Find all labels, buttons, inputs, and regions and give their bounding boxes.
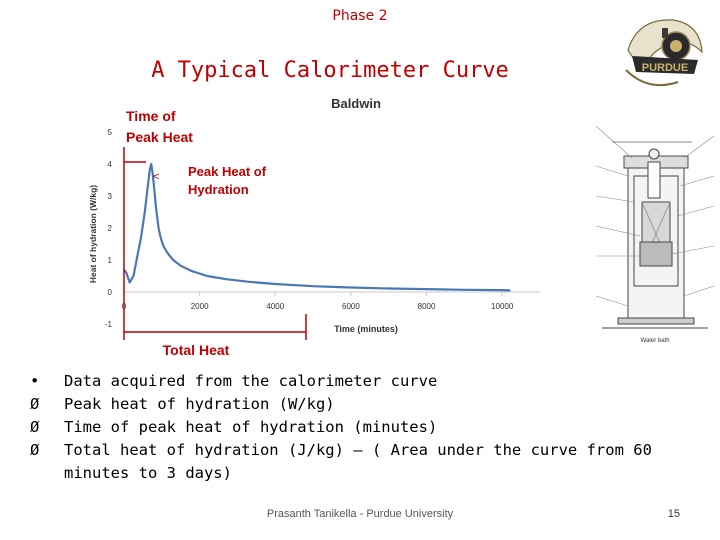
data-point: [128, 281, 131, 284]
page-number: 15: [667, 508, 680, 520]
bullet-list: • Data acquired from the calorimeter curv…: [30, 370, 680, 485]
data-point: [160, 238, 162, 241]
data-point: [312, 285, 314, 288]
slide-title: A Typical Calorimeter Curve: [151, 58, 509, 83]
data-point: [247, 280, 250, 283]
x-tick-label: 2000: [191, 302, 209, 311]
data-point: [143, 211, 146, 213]
data-point: [150, 163, 153, 165]
chart-series: [123, 162, 511, 292]
data-point: [156, 217, 159, 220]
data-point: [387, 287, 390, 290]
data-point: [151, 172, 154, 175]
x-tick-label: 4000: [266, 302, 284, 311]
logo-text: PURDUE: [642, 62, 688, 74]
bullet-text: Total heat of hydration (J/kg) – ( Area …: [64, 441, 652, 482]
annotation-time-of-peak-line2: Peak Heat: [126, 129, 193, 145]
chart-title: Baldwin: [331, 96, 381, 111]
annotation-total-heat: Total Heat: [163, 342, 230, 358]
y-tick-label: 1: [108, 256, 113, 265]
chart-ticks: -10123450200040006000800010000: [105, 128, 514, 329]
data-point: [508, 289, 511, 292]
y-tick-label: 2: [108, 224, 113, 233]
data-point: [225, 278, 228, 281]
y-axis-label: Heat of hydration (W/kg): [88, 185, 98, 283]
apparatus-label-water-bath: Water bath: [640, 338, 669, 344]
data-point: [274, 283, 277, 285]
bullet-item: Ø Peak heat of hydration (W/kg): [30, 393, 680, 416]
y-tick-label: 5: [108, 128, 113, 137]
data-point: [146, 188, 149, 191]
annotation-arrow-glyph: <: [153, 171, 159, 183]
bullet-text: Peak heat of hydration (W/kg): [64, 395, 335, 413]
calorimeter-chart: -10123450200040006000800010000 Baldwin T…: [88, 96, 540, 358]
data-point: [154, 204, 157, 207]
data-point: [206, 275, 209, 277]
footer-author: Prasanth Tanikella - Purdue University: [266, 508, 454, 520]
data-point: [132, 275, 135, 277]
bullet-text: Time of peak heat of hydration (minutes): [64, 418, 438, 436]
data-point: [125, 271, 128, 274]
data-point: [172, 259, 175, 261]
data-point: [136, 255, 139, 258]
data-point: [140, 236, 142, 239]
bullet-marker: Ø: [30, 418, 40, 436]
bullet-marker: Ø: [30, 441, 40, 459]
phase-label: Phase 2: [332, 8, 388, 24]
x-tick-label: 6000: [342, 302, 360, 311]
x-tick-label: 8000: [418, 302, 436, 311]
bullet-text: Data acquired from the calorimeter curve: [64, 372, 438, 390]
bullet-item: Ø Time of peak heat of hydration (minutes…: [30, 416, 680, 439]
annotation-time-of-peak-line1: Time of: [126, 108, 176, 124]
calorimeter-apparatus-diagram: Water bath: [595, 125, 715, 344]
data-point: [179, 264, 182, 267]
data-point: [153, 188, 156, 191]
series-line-baldwin: [123, 162, 510, 292]
y-tick-label: -1: [105, 320, 113, 329]
data-point: [463, 288, 466, 291]
x-tick-label: 10000: [491, 302, 514, 311]
annotation-peak-heat-line1: Peak Heat of: [188, 164, 267, 179]
purdue-logo: PURDUE: [625, 19, 703, 86]
data-point: [350, 286, 352, 289]
y-tick-label: 0: [108, 288, 113, 297]
data-point: [166, 252, 169, 254]
y-tick-label: 3: [108, 192, 113, 201]
data-point: [157, 228, 160, 231]
data-point: [148, 169, 151, 172]
bullet-marker: •: [30, 372, 40, 390]
y-tick-label: 4: [108, 160, 113, 169]
x-axis-label: Time (minutes): [334, 324, 398, 334]
data-point: [191, 270, 193, 273]
bullet-marker: Ø: [30, 395, 40, 413]
data-point: [162, 245, 165, 248]
data-point: [425, 288, 428, 290]
annotation-peak-heat-line2: Hydration: [188, 182, 249, 197]
bullet-item: Ø Total heat of hydration (J/kg) – ( Area…: [30, 439, 680, 485]
data-point: [501, 289, 504, 291]
bullet-item: • Data acquired from the calorimeter curv…: [30, 370, 680, 393]
